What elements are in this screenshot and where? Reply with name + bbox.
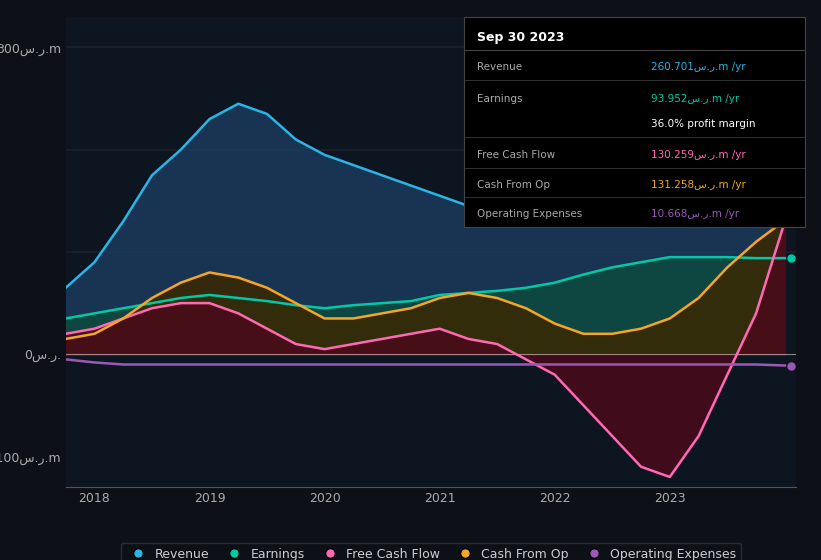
Text: 130.259س.ر.m /yr: 130.259س.ر.m /yr	[651, 151, 746, 160]
Text: 260.701س.ر.m /yr: 260.701س.ر.m /yr	[651, 62, 746, 72]
Text: 10.668س.ر.m /yr: 10.668س.ر.m /yr	[651, 209, 740, 219]
Text: Cash From Op: Cash From Op	[478, 180, 551, 190]
Text: Sep 30 2023: Sep 30 2023	[478, 31, 565, 44]
Text: Revenue: Revenue	[478, 62, 523, 72]
Legend: Revenue, Earnings, Free Cash Flow, Cash From Op, Operating Expenses: Revenue, Earnings, Free Cash Flow, Cash …	[121, 543, 741, 560]
Text: 36.0% profit margin: 36.0% profit margin	[651, 119, 756, 129]
Text: 93.952س.ر.m /yr: 93.952س.ر.m /yr	[651, 94, 740, 104]
Text: Operating Expenses: Operating Expenses	[478, 209, 583, 219]
Text: Free Cash Flow: Free Cash Flow	[478, 151, 556, 160]
Text: Earnings: Earnings	[478, 94, 523, 104]
Text: 131.258س.ر.m /yr: 131.258س.ر.m /yr	[651, 180, 746, 190]
